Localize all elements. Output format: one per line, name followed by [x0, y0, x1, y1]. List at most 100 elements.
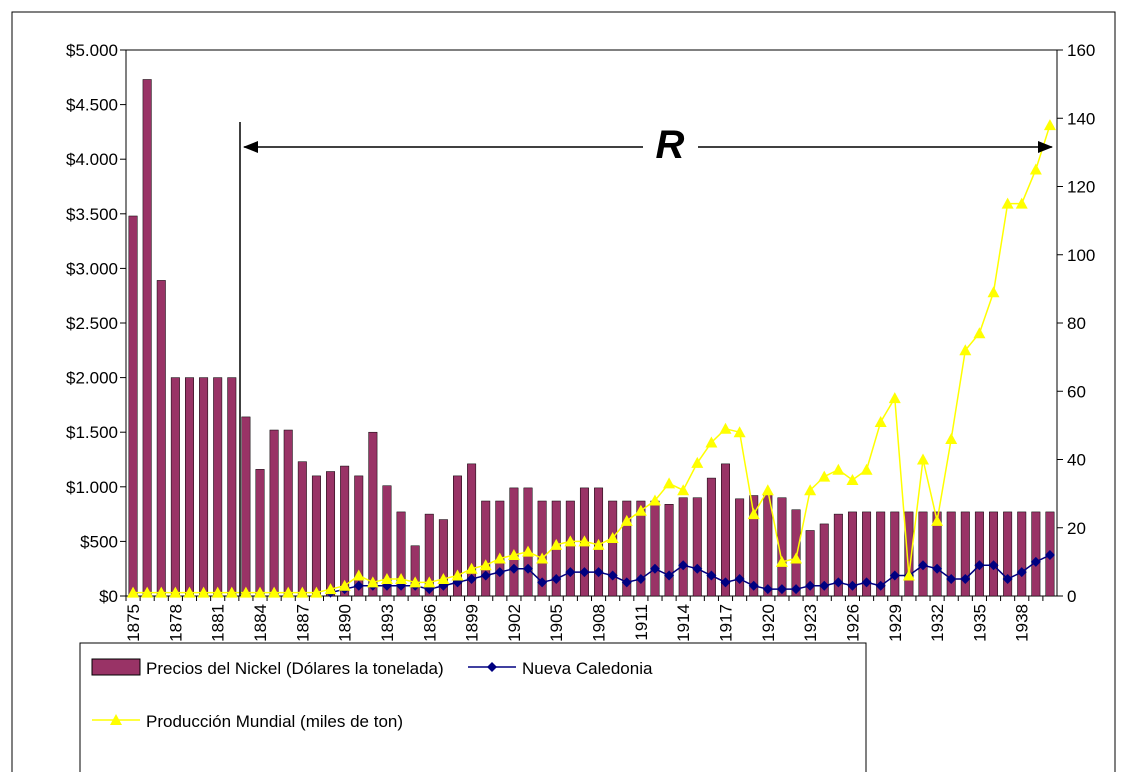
point — [819, 580, 830, 591]
point — [691, 456, 704, 468]
bar — [692, 497, 702, 597]
y2-tick-label: 100 — [1067, 246, 1095, 265]
x-tick-label: 1935 — [970, 604, 989, 642]
point — [537, 577, 548, 588]
point — [380, 572, 393, 584]
point — [1043, 119, 1056, 131]
y2-tick-label: 0 — [1067, 587, 1076, 606]
point — [620, 514, 633, 526]
annotation-bg — [643, 128, 698, 164]
point — [437, 572, 450, 584]
point — [960, 573, 971, 584]
point — [565, 567, 576, 578]
point — [1001, 197, 1014, 209]
point — [719, 422, 732, 434]
point — [889, 570, 900, 581]
bar — [833, 513, 843, 597]
bar — [227, 377, 237, 597]
x-tick-label: 1896 — [420, 604, 439, 642]
point — [324, 583, 337, 595]
x-tick-label: 1878 — [166, 604, 185, 642]
bar — [354, 475, 364, 597]
point — [606, 531, 619, 543]
y2-tick-label: 20 — [1067, 519, 1086, 538]
point — [874, 415, 887, 427]
point — [663, 477, 676, 489]
bar — [608, 500, 618, 597]
point — [761, 484, 774, 496]
bar — [565, 500, 575, 597]
bar — [918, 511, 928, 597]
x-tick-label: 1875 — [124, 604, 143, 642]
point — [1015, 197, 1028, 209]
y-tick-label: $3.500 — [66, 205, 118, 224]
point — [902, 569, 915, 581]
point — [748, 580, 759, 591]
bar — [749, 495, 759, 597]
bar — [340, 465, 350, 597]
point — [678, 560, 689, 571]
point — [916, 453, 929, 465]
x-tick-label: 1899 — [463, 604, 482, 642]
bar — [1003, 511, 1013, 597]
point — [747, 508, 760, 520]
annotation: R — [656, 123, 685, 167]
bar — [904, 511, 914, 597]
point — [282, 586, 295, 598]
point — [465, 562, 478, 574]
point — [888, 392, 901, 404]
bar — [678, 497, 688, 597]
point — [141, 586, 154, 598]
x-tick-label: 1893 — [378, 604, 397, 642]
bar — [805, 530, 815, 597]
point — [423, 576, 436, 588]
bar — [255, 469, 265, 597]
y2-tick-label: 120 — [1067, 178, 1095, 197]
bar — [396, 511, 406, 597]
point — [734, 573, 745, 584]
x-tick-label: 1932 — [928, 604, 947, 642]
x-tick-label: 1902 — [505, 604, 524, 642]
legend-label: Nueva Caledonia — [522, 659, 653, 678]
point — [875, 580, 886, 591]
point — [621, 577, 632, 588]
bar — [636, 500, 646, 597]
y-tick-label: $2.500 — [66, 314, 118, 333]
point — [127, 586, 140, 598]
x-tick-label: 1908 — [590, 604, 609, 642]
point — [579, 567, 590, 578]
point — [480, 570, 491, 581]
point — [169, 586, 182, 598]
bar — [537, 500, 547, 597]
point — [974, 560, 985, 571]
x-tick-label: 1884 — [251, 604, 270, 642]
point — [959, 344, 972, 356]
series-line — [330, 554, 1051, 594]
bar — [1017, 511, 1027, 597]
point — [833, 577, 844, 588]
point — [508, 563, 519, 574]
bar — [241, 416, 251, 597]
point — [791, 584, 802, 595]
point — [239, 586, 252, 598]
point — [353, 580, 364, 591]
point — [578, 535, 591, 547]
bar — [847, 511, 857, 597]
bar — [128, 215, 138, 597]
x-tick-label: 1905 — [547, 604, 566, 642]
point — [592, 538, 605, 550]
point — [183, 586, 196, 598]
point — [551, 573, 562, 584]
point — [649, 563, 660, 574]
point — [677, 484, 690, 496]
bar — [184, 377, 194, 597]
point — [1030, 556, 1041, 567]
point — [507, 549, 520, 561]
point — [451, 569, 464, 581]
point — [352, 569, 365, 581]
x-tick-label: 1923 — [801, 604, 820, 642]
point — [762, 584, 773, 595]
point — [395, 572, 408, 584]
point — [987, 286, 1000, 298]
y-tick-label: $1.500 — [66, 423, 118, 442]
